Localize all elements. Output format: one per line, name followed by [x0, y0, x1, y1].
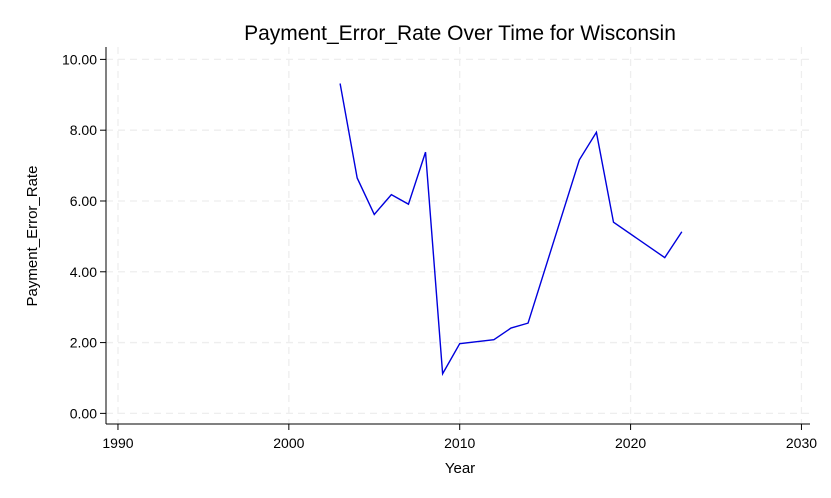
y-tick-label: 8.00 — [70, 122, 97, 138]
y-tick-label: 2.00 — [70, 335, 97, 351]
series-line — [339, 83, 683, 377]
y-axis-label: Payment_Error_Rate — [24, 166, 41, 307]
x-tick-label: 2020 — [615, 435, 646, 451]
chart-title: Payment_Error_Rate Over Time for Wiscons… — [244, 22, 676, 45]
gridlines — [106, 47, 810, 424]
x-tick-label: 2000 — [273, 435, 304, 451]
x-tick-label: 2010 — [444, 435, 475, 451]
y-tick-label: 0.00 — [70, 405, 97, 421]
x-tick-label: 1990 — [102, 435, 133, 451]
x-axis-label: Year — [445, 460, 475, 477]
x-tick-label: 2030 — [786, 435, 817, 451]
y-tick-label: 6.00 — [70, 193, 97, 209]
x-axis-ticks: 1990 2000 2010 2020 2030 — [102, 424, 817, 451]
series-layer — [339, 83, 683, 377]
y-axis-ticks: 0.00 2.00 4.00 6.00 8.00 10.00 — [62, 51, 106, 421]
y-tick-label: 4.00 — [70, 264, 97, 280]
y-tick-label: 10.00 — [62, 51, 97, 67]
